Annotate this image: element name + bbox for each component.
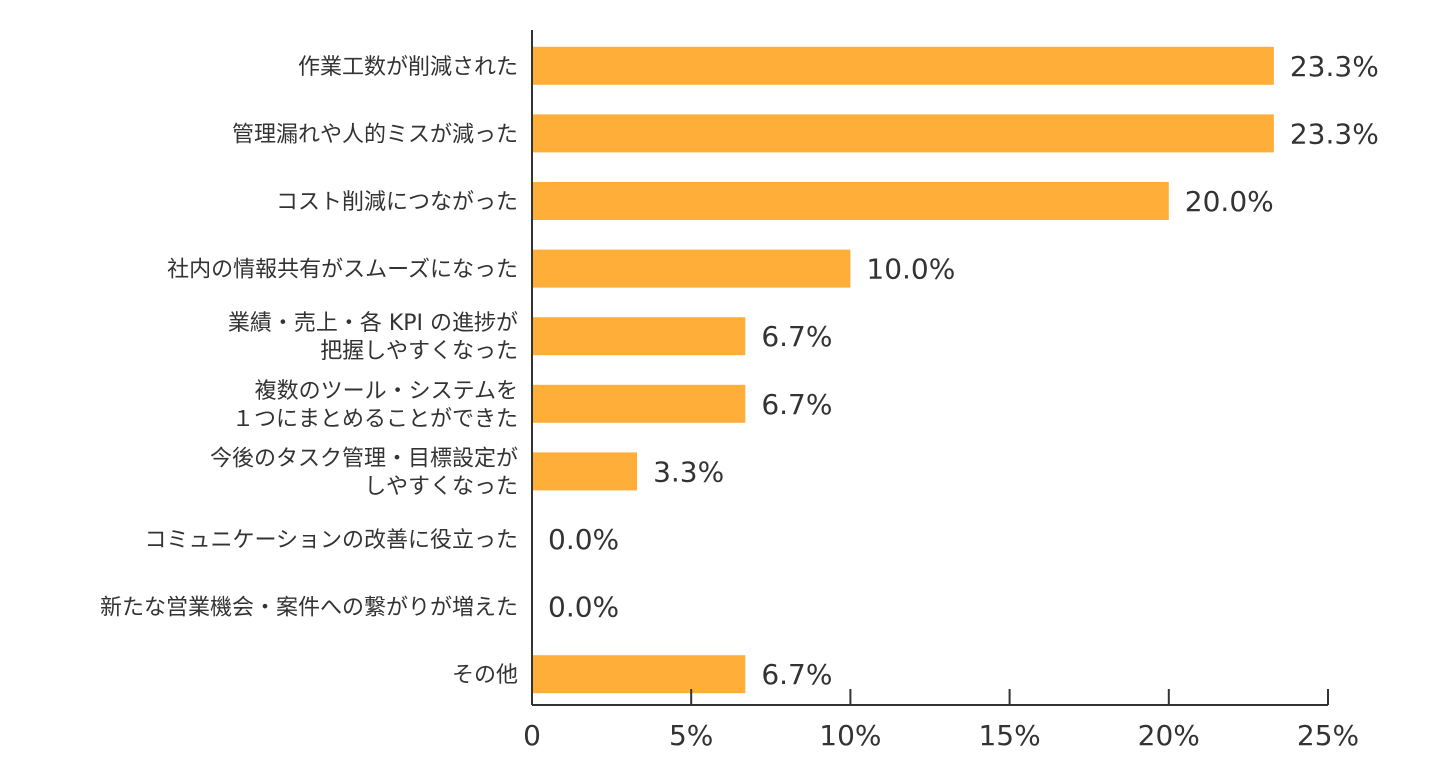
value-label-0: 23.3% [1290, 50, 1379, 83]
bar-6 [533, 452, 638, 491]
bar-1 [533, 114, 1274, 153]
bar-0 [533, 46, 1274, 85]
category-label-4-line-1: 把握しやすくなった [320, 339, 518, 364]
category-label-9: その他 [452, 663, 518, 688]
bars-group [533, 46, 1274, 694]
value-label-6: 3.3% [653, 455, 724, 488]
category-label-5-line-1: １つにまとめることができた [232, 407, 518, 432]
value-label-2: 20.0% [1185, 185, 1274, 218]
value-label-9: 6.7% [761, 658, 832, 691]
value-labels-group: 23.3% 23.3% 20.0% 10.0% 6.7% 6.7% 3.3% 0.0% 0.0%… [548, 50, 1379, 691]
value-label-1: 23.3% [1290, 117, 1379, 150]
bar-3 [533, 249, 851, 288]
x-tick-label-4: 20% [1138, 719, 1200, 752]
category-labels-group: 作業工数が削減された管理漏れや人的ミスが減ったコスト削減につながった社内の情報共… [100, 55, 518, 688]
bar-4 [533, 317, 746, 356]
value-label-3: 10.0% [866, 253, 955, 286]
category-label-0: 作業工数が削減された [298, 55, 518, 80]
value-label-4: 6.7% [761, 320, 832, 353]
category-label-7: コミュニケーションの改善に役立った [144, 528, 518, 553]
x-tick-label-5: 25% [1297, 719, 1359, 752]
category-label-8: 新たな営業機会・案件への繋がりが増えた [100, 596, 518, 621]
bar-2 [533, 182, 1169, 220]
category-label-1: 管理漏れや人的ミスが減った [232, 122, 518, 147]
bar-5 [533, 384, 746, 423]
category-label-3: 社内の情報共有がスムーズになった [167, 258, 518, 283]
axes-group [531, 30, 1328, 706]
x-tick-label-2: 10% [819, 719, 881, 752]
x-tick-label-0: 0 [523, 719, 541, 752]
category-label-4-line-0: 業績・売上・各 KPI の進捗が [228, 311, 518, 336]
x-ticks-group: 0 5% 10% 15% 20% 25% [523, 689, 1359, 752]
value-label-5: 6.7% [761, 388, 832, 421]
value-label-8: 0.0% [548, 591, 619, 624]
x-tick-label-3: 15% [978, 719, 1040, 752]
bar-9 [533, 655, 746, 694]
category-label-5-line-0: 複数のツール・システムを [255, 379, 518, 404]
category-label-6-line-1: しやすくなった [364, 474, 518, 499]
category-label-2: コスト削減につながった [276, 190, 518, 215]
x-tick-label-1: 5% [669, 719, 713, 752]
value-label-7: 0.0% [548, 523, 619, 556]
category-label-6-line-0: 今後のタスク管理・目標設定が [210, 446, 518, 471]
